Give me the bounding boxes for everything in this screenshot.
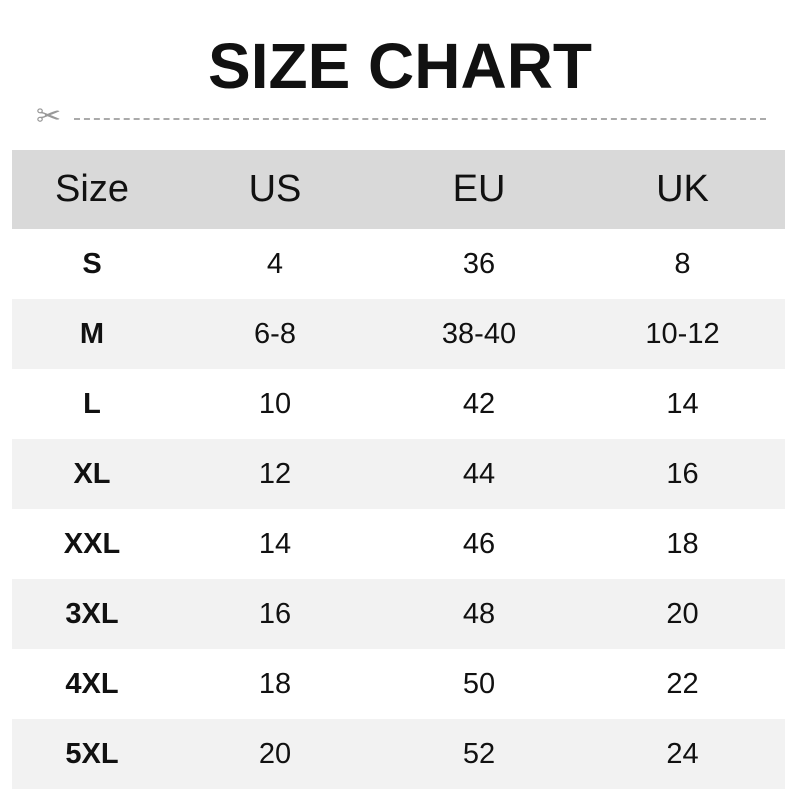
- cell-eu: 38-40: [441, 317, 517, 350]
- cell-eu: 52: [462, 737, 496, 770]
- cell-uk: 16: [666, 457, 699, 490]
- cell-uk: 18: [666, 527, 699, 560]
- cell-uk: 14: [666, 387, 699, 420]
- page-title: SIZE CHART: [208, 30, 592, 102]
- cut-line: ✂: [36, 102, 766, 132]
- cell-size: S: [82, 247, 102, 280]
- cell-eu: 48: [462, 597, 496, 630]
- cell-us: 10: [258, 387, 292, 420]
- cell-uk: 22: [666, 667, 699, 700]
- table-row: 5XL 20 52 24: [12, 719, 785, 789]
- cell-us: 12: [258, 457, 292, 490]
- cell-eu: 50: [462, 667, 496, 700]
- cell-size: 4XL: [65, 667, 119, 700]
- cell-eu: 44: [462, 457, 496, 490]
- cell-size: XL: [73, 457, 111, 490]
- cell-us: 6-8: [254, 317, 296, 350]
- cell-size: 3XL: [65, 597, 119, 630]
- cell-eu: 36: [462, 247, 496, 280]
- table-row: M 6-8 38-40 10-12: [12, 299, 785, 369]
- header-uk: UK: [656, 168, 709, 210]
- dashed-divider: [74, 118, 766, 120]
- cell-eu: 42: [462, 387, 496, 420]
- cell-uk: 8: [674, 247, 691, 280]
- cell-size: L: [83, 387, 101, 420]
- table-row: S 4 36 8: [12, 229, 785, 299]
- cell-size: M: [79, 317, 105, 350]
- cell-uk: 20: [666, 597, 699, 630]
- table-row: XXL 14 46 18: [12, 509, 785, 579]
- scissors-icon: ✂: [36, 100, 62, 133]
- cell-us: 20: [258, 737, 292, 770]
- header-eu: EU: [452, 168, 506, 210]
- table-row: XL 12 44 16: [12, 439, 785, 509]
- cell-size: 5XL: [65, 737, 119, 770]
- cell-us: 16: [258, 597, 292, 630]
- cell-eu: 46: [462, 527, 496, 560]
- cell-us: 4: [266, 247, 284, 280]
- cell-size: XXL: [63, 527, 121, 560]
- cell-uk: 24: [666, 737, 699, 770]
- header-size: Size: [55, 168, 129, 210]
- cell-us: 18: [258, 667, 292, 700]
- header-us: US: [248, 168, 302, 210]
- table-header: Size US EU UK: [12, 150, 785, 229]
- cell-us: 14: [258, 527, 292, 560]
- size-table: Size US EU UK S 4 36 8 M 6-8 38-40 10-12 L 10 42 14…: [12, 150, 785, 789]
- cell-uk: 10-12: [645, 317, 720, 350]
- table-row: L 10 42 14: [12, 369, 785, 439]
- table-row: 4XL 18 50 22: [12, 649, 785, 719]
- table-row: 3XL 16 48 20: [12, 579, 785, 649]
